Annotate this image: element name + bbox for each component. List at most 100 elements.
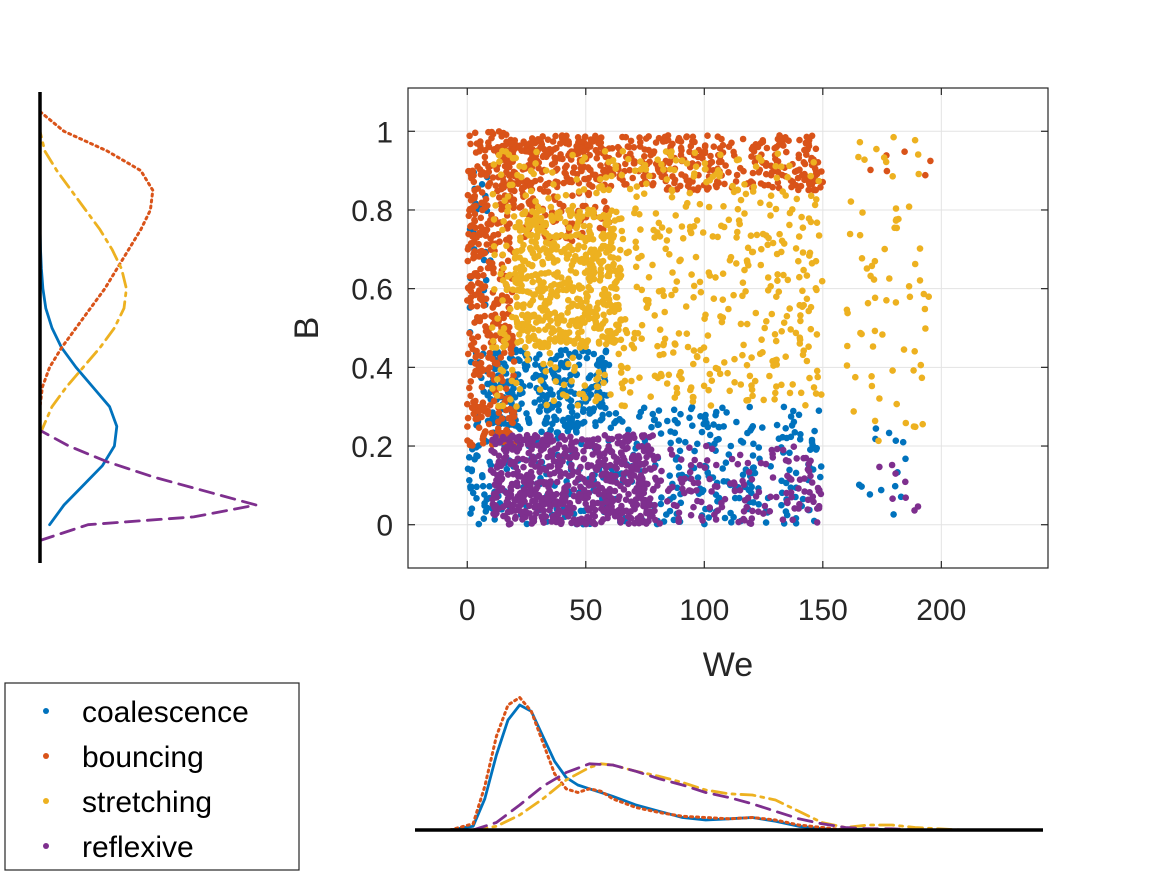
point-stretching (532, 198, 539, 205)
point-reflexive (790, 443, 798, 451)
point-reflexive (745, 468, 753, 476)
point-bouncing (464, 257, 472, 265)
point-bouncing (480, 405, 488, 413)
point-stretching (672, 212, 679, 219)
point-coalescence (671, 416, 679, 424)
point-stretching (542, 246, 550, 253)
point-stretching (508, 313, 516, 321)
point-reflexive (625, 490, 632, 498)
point-stretching (575, 242, 582, 249)
point-bouncing (565, 138, 572, 145)
point-stretching (613, 294, 621, 301)
point-stretching (733, 260, 740, 267)
point-stretching (850, 408, 857, 415)
point-reflexive (532, 486, 540, 493)
point-reflexive (761, 502, 769, 510)
point-stretching (509, 154, 517, 162)
point-stretching (925, 293, 932, 301)
point-reflexive (713, 461, 720, 469)
point-stretching (741, 210, 748, 217)
point-stretching (783, 312, 791, 320)
point-stretching (609, 254, 617, 261)
point-bouncing (817, 184, 824, 191)
point-reflexive (523, 435, 530, 442)
point-stretching (797, 312, 804, 319)
point-coalescence (468, 467, 476, 475)
point-bouncing (473, 140, 481, 147)
point-stretching (573, 176, 581, 183)
point-stretching (766, 372, 773, 380)
point-coalescence (531, 399, 538, 406)
point-stretching (690, 173, 698, 180)
point-stretching (581, 382, 589, 389)
point-stretching (611, 267, 619, 275)
point-stretching (705, 203, 713, 211)
point-stretching (749, 248, 757, 256)
point-reflexive (736, 486, 744, 494)
point-stretching (499, 367, 507, 375)
point-reflexive (706, 504, 713, 511)
point-reflexive (600, 507, 607, 515)
point-reflexive (669, 483, 676, 491)
point-stretching (547, 203, 555, 211)
point-stretching (668, 291, 675, 299)
point-bouncing (490, 397, 498, 405)
point-stretching (678, 223, 686, 230)
point-stretching (612, 279, 619, 287)
point-reflexive (814, 505, 821, 512)
point-stretching (565, 329, 573, 336)
point-stretching (756, 350, 764, 358)
point-coalescence (593, 361, 601, 369)
point-stretching (892, 217, 900, 224)
point-stretching (663, 176, 671, 183)
point-reflexive (892, 470, 899, 477)
point-stretching (773, 356, 780, 364)
point-bouncing (627, 137, 635, 145)
point-reflexive (644, 480, 651, 488)
point-stretching (697, 288, 705, 296)
point-reflexive (543, 494, 550, 502)
point-stretching (610, 260, 617, 268)
point-bouncing (597, 162, 604, 169)
point-stretching (734, 186, 742, 194)
point-stretching (609, 157, 617, 164)
point-stretching (778, 328, 785, 335)
point-bouncing (535, 164, 542, 172)
point-bouncing (801, 176, 808, 184)
point-coalescence (791, 429, 799, 436)
point-stretching (504, 334, 511, 341)
point-coalescence (475, 520, 483, 528)
point-stretching (764, 241, 771, 249)
point-stretching (496, 158, 503, 165)
point-stretching (789, 381, 796, 388)
point-coalescence (787, 484, 795, 492)
point-reflexive (625, 520, 632, 527)
point-stretching (582, 251, 590, 259)
point-coalescence (584, 348, 592, 356)
point-stretching (490, 216, 498, 223)
point-stretching (811, 201, 819, 209)
point-stretching (594, 299, 602, 307)
point-stretching (586, 277, 594, 285)
point-coalescence (666, 507, 674, 515)
point-bouncing (573, 142, 580, 150)
point-stretching (803, 272, 811, 279)
point-stretching (875, 437, 882, 445)
point-reflexive (532, 463, 539, 470)
point-reflexive (611, 512, 619, 520)
point-bouncing (769, 183, 776, 191)
point-stretching (554, 193, 561, 201)
point-bouncing (488, 371, 496, 378)
point-coalescence (465, 454, 473, 461)
point-reflexive (582, 520, 590, 528)
point-bouncing (570, 164, 578, 171)
point-stretching (617, 246, 624, 254)
point-coalescence (677, 410, 684, 418)
point-coalescence (892, 437, 900, 445)
point-bouncing (622, 160, 629, 168)
point-coalescence (474, 452, 481, 460)
point-stretching (805, 215, 813, 222)
point-stretching (705, 269, 713, 276)
point-stretching (773, 293, 780, 301)
point-reflexive (744, 459, 752, 467)
